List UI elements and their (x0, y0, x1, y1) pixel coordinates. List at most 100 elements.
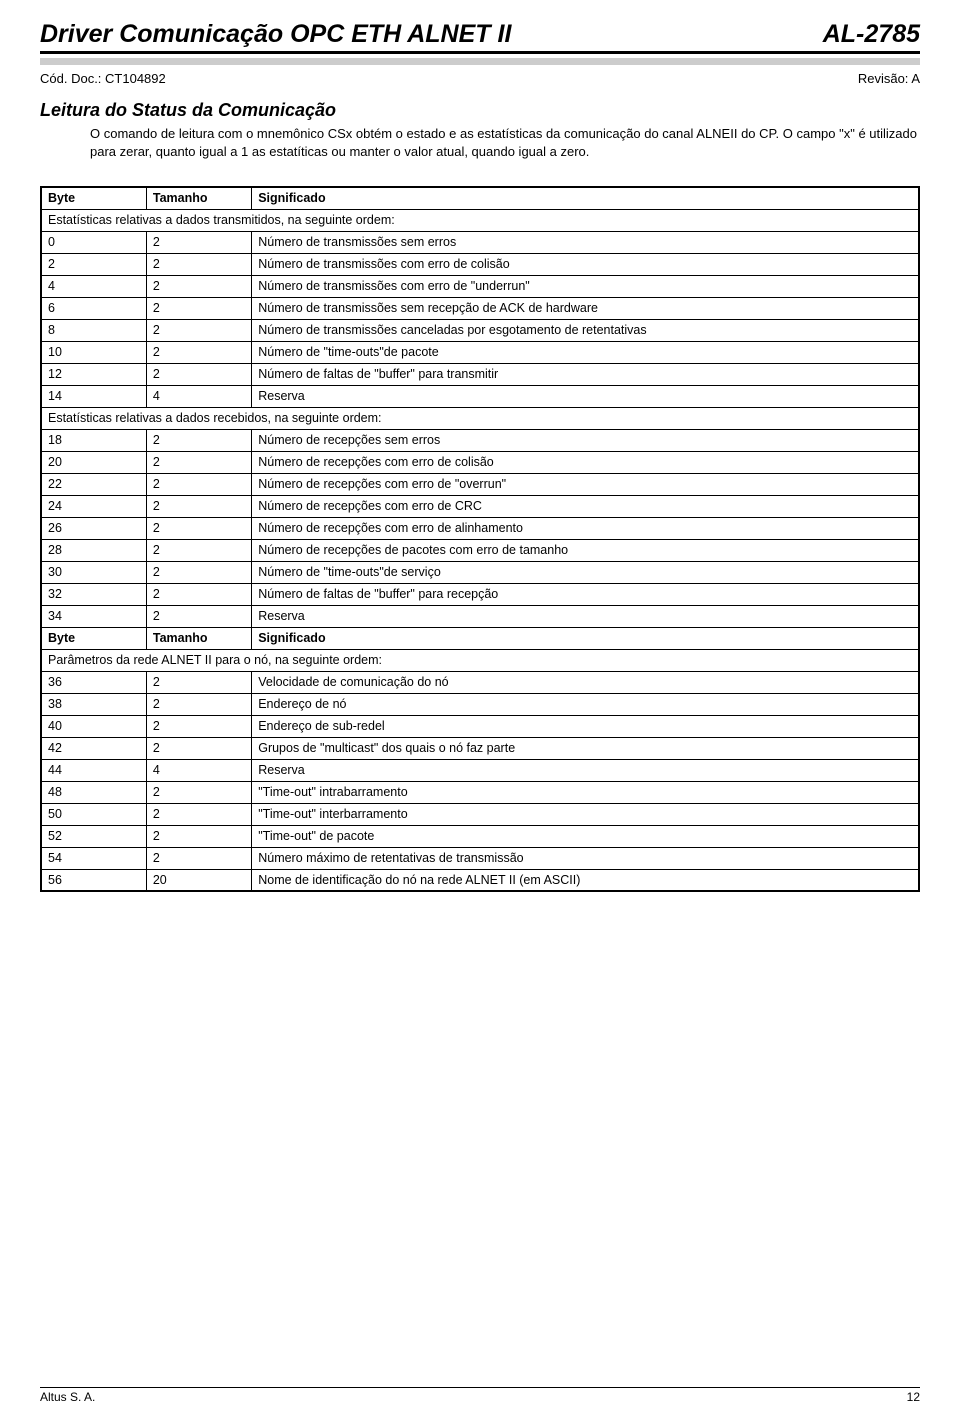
table-cell: 2 (146, 737, 251, 759)
table-cell: 12 (41, 363, 146, 385)
statistics-table: ByteTamanhoSignificadoEstatísticas relat… (40, 186, 920, 892)
table-cell: Reserva (252, 385, 919, 407)
table-cell: Número de transmissões sem recepção de A… (252, 297, 919, 319)
table-cell: 2 (146, 803, 251, 825)
table-cell: Número de recepções com erro de colisão (252, 451, 919, 473)
table-row: 542Número máximo de retentativas de tran… (41, 847, 919, 869)
header-row: Driver Comunicação OPC ETH ALNET II AL-2… (40, 20, 920, 54)
table-cell: 2 (146, 473, 251, 495)
table-cell: 10 (41, 341, 146, 363)
table-row: 02Número de transmissões sem erros (41, 231, 919, 253)
table-cell: 2 (146, 671, 251, 693)
table-group-cell: Estatísticas relativas a dados recebidos… (41, 407, 919, 429)
table-row: 302Número de "time-outs"de serviço (41, 561, 919, 583)
subheader-row: Cód. Doc.: CT104892 Revisão: A (40, 71, 920, 86)
table-cell: Reserva (252, 605, 919, 627)
table-row: 262Número de recepções com erro de alinh… (41, 517, 919, 539)
table-row: 402Endereço de sub-redel (41, 715, 919, 737)
table-cell: Número de transmissões com erro de colis… (252, 253, 919, 275)
table-cell: Reserva (252, 759, 919, 781)
table-cell: 38 (41, 693, 146, 715)
table-cell: 14 (41, 385, 146, 407)
table-row: 322Número de faltas de "buffer" para rec… (41, 583, 919, 605)
table-row: 222Número de recepções com erro de "over… (41, 473, 919, 495)
table-row: 422Grupos de "multicast" dos quais o nó … (41, 737, 919, 759)
table-header-cell: Byte (41, 627, 146, 649)
table-cell: "Time-out" interbarramento (252, 803, 919, 825)
table-header-cell: Byte (41, 187, 146, 209)
table-cell: Nome de identificação do nó na rede ALNE… (252, 869, 919, 891)
table-cell: 26 (41, 517, 146, 539)
table-cell: Número de recepções de pacotes com erro … (252, 539, 919, 561)
table-cell: 24 (41, 495, 146, 517)
table-cell: 2 (146, 561, 251, 583)
table-cell: 2 (146, 363, 251, 385)
table-body: ByteTamanhoSignificadoEstatísticas relat… (41, 187, 919, 891)
document-title: Driver Comunicação OPC ETH ALNET II (40, 20, 511, 49)
table-cell: Número de recepções sem erros (252, 429, 919, 451)
table-cell: 2 (146, 319, 251, 341)
table-group-cell: Estatísticas relativas a dados transmiti… (41, 209, 919, 231)
table-row: 482"Time-out" intrabarramento (41, 781, 919, 803)
table-cell: 50 (41, 803, 146, 825)
table-cell: Número máximo de retentativas de transmi… (252, 847, 919, 869)
table-cell: 2 (146, 847, 251, 869)
table-cell: Número de transmissões canceladas por es… (252, 319, 919, 341)
table-cell: 56 (41, 869, 146, 891)
table-cell: 2 (146, 539, 251, 561)
table-cell: Endereço de nó (252, 693, 919, 715)
table-cell: 2 (146, 583, 251, 605)
table-row: 242Número de recepções com erro de CRC (41, 495, 919, 517)
table-row: 342Reserva (41, 605, 919, 627)
table-cell: 34 (41, 605, 146, 627)
table-row: 502"Time-out" interbarramento (41, 803, 919, 825)
document-code: AL-2785 (823, 20, 920, 49)
table-cell: 4 (41, 275, 146, 297)
table-row: 82Número de transmissões canceladas por … (41, 319, 919, 341)
table-cell: Número de recepções com erro de "overrun… (252, 473, 919, 495)
table-cell: Número de transmissões sem erros (252, 231, 919, 253)
table-cell: Número de "time-outs"de pacote (252, 341, 919, 363)
table-cell: 32 (41, 583, 146, 605)
table-row: 144Reserva (41, 385, 919, 407)
table-cell: 4 (146, 385, 251, 407)
table-row: ByteTamanhoSignificado (41, 187, 919, 209)
table-cell: 2 (146, 253, 251, 275)
footer-page: 12 (907, 1390, 920, 1404)
table-cell: 2 (146, 825, 251, 847)
table-cell: 28 (41, 539, 146, 561)
table-cell: 20 (146, 869, 251, 891)
table-header-cell: Tamanho (146, 627, 251, 649)
table-row: 362Velocidade de comunicação do nó (41, 671, 919, 693)
revision-label: Revisão: A (858, 71, 920, 86)
table-cell: Número de transmissões com erro de "unde… (252, 275, 919, 297)
table-row: 444Reserva (41, 759, 919, 781)
table-row: 102Número de "time-outs"de pacote (41, 341, 919, 363)
table-cell: 42 (41, 737, 146, 759)
table-cell: 8 (41, 319, 146, 341)
table-cell: "Time-out" de pacote (252, 825, 919, 847)
table-cell: 20 (41, 451, 146, 473)
table-row: 42Número de transmissões com erro de "un… (41, 275, 919, 297)
table-cell: 2 (146, 605, 251, 627)
section-title: Leitura do Status da Comunicação (40, 100, 920, 121)
doc-code-label: Cód. Doc.: CT104892 (40, 71, 166, 86)
table-row: Estatísticas relativas a dados transmiti… (41, 209, 919, 231)
table-cell: Velocidade de comunicação do nó (252, 671, 919, 693)
footer-company: Altus S. A. (40, 1390, 95, 1404)
table-cell: 2 (146, 231, 251, 253)
table-cell: 2 (146, 275, 251, 297)
table-cell: 2 (146, 715, 251, 737)
table-cell: 2 (146, 517, 251, 539)
table-cell: 18 (41, 429, 146, 451)
table-cell: Número de faltas de "buffer" para transm… (252, 363, 919, 385)
table-group-cell: Parâmetros da rede ALNET II para o nó, n… (41, 649, 919, 671)
table-header-cell: Tamanho (146, 187, 251, 209)
table-cell: Endereço de sub-redel (252, 715, 919, 737)
table-cell: 2 (146, 693, 251, 715)
table-cell: Número de faltas de "buffer" para recepç… (252, 583, 919, 605)
table-cell: 22 (41, 473, 146, 495)
table-row: 182Número de recepções sem erros (41, 429, 919, 451)
table-cell: 44 (41, 759, 146, 781)
table-cell: Número de recepções com erro de CRC (252, 495, 919, 517)
